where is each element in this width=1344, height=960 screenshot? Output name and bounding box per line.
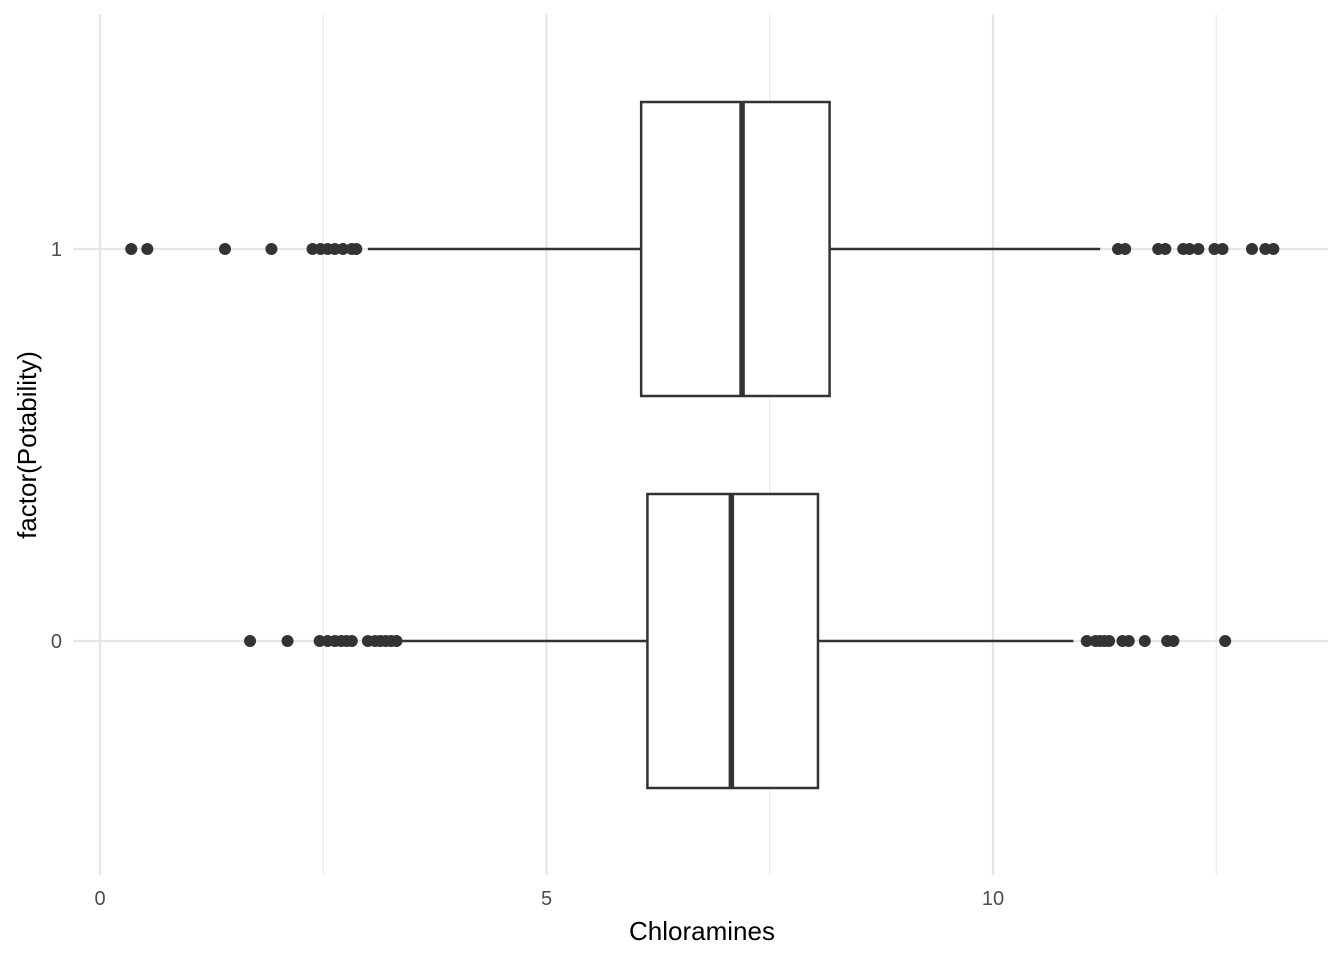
iqr-box: [639, 100, 831, 398]
boxes: [125, 100, 1280, 790]
outlier-point: [281, 635, 294, 647]
outlier-point: [219, 243, 232, 255]
x-axis-title: Chloramines: [629, 916, 775, 946]
outlier-point: [1167, 635, 1180, 647]
outlier-point: [1267, 243, 1280, 255]
y-axis-title: factor(Potability): [12, 351, 42, 539]
outlier-point: [336, 243, 349, 255]
outlier-point: [1138, 635, 1151, 647]
outlier-point: [345, 635, 358, 647]
x-tick-labels: 0 5 10: [94, 888, 1004, 910]
outlier-point: [125, 243, 138, 255]
outlier-point: [1103, 635, 1116, 647]
box-group-0: [244, 492, 1232, 790]
outlier-point: [1192, 243, 1205, 255]
outlier-point: [244, 635, 257, 647]
outlier-point: [1122, 635, 1135, 647]
x-tick-label: 0: [94, 888, 105, 910]
outlier-point: [1219, 635, 1232, 647]
y-tick-label: 0: [51, 631, 62, 653]
outlier-point: [1245, 243, 1258, 255]
outlier-point: [141, 243, 154, 255]
outlier-point: [390, 635, 403, 647]
outlier-point: [1159, 243, 1172, 255]
y-tick-labels: 01: [51, 239, 62, 653]
y-tick-label: 1: [51, 239, 62, 261]
outlier-point: [1119, 243, 1132, 255]
x-tick-label: 10: [982, 888, 1004, 910]
x-tick-label: 5: [541, 888, 552, 910]
outlier-point: [1216, 243, 1229, 255]
box-group-1: [125, 100, 1280, 398]
outlier-point: [350, 243, 363, 255]
outlier-point: [1183, 243, 1196, 255]
outlier-point: [265, 243, 278, 255]
outlier-point: [1080, 635, 1093, 647]
